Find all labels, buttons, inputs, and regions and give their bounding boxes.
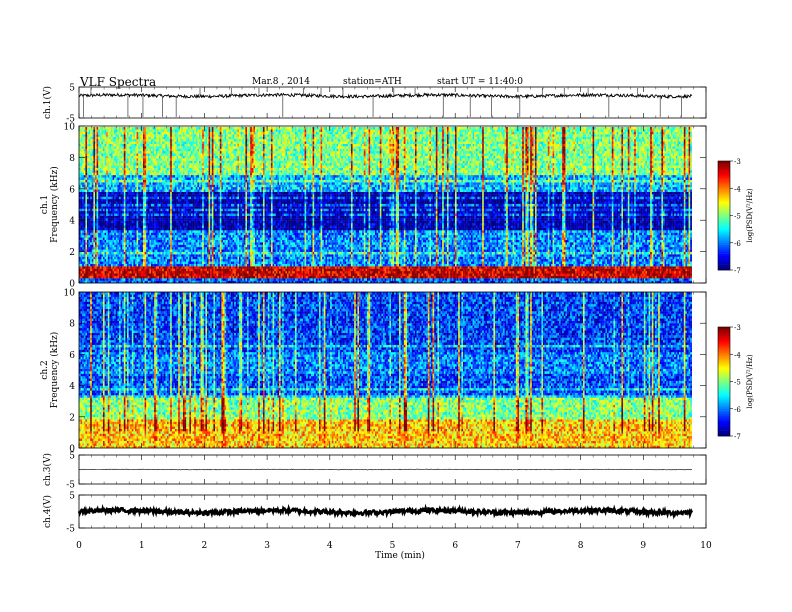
colorbar-tick-label: -4 [734, 351, 741, 359]
ch1spec-colorbar: -3 -4 -5 -6 -7 log(PSD(V²/Hz) [718, 158, 754, 275]
xtick-label: 10 [700, 541, 712, 551]
ch1spec-channel-label: ch.1 [40, 195, 50, 214]
xtick-label: 0 [76, 541, 82, 551]
xtick-label: 9 [640, 541, 646, 551]
ytick-label: 2 [69, 248, 75, 258]
colorbar-tick-label: -6 [734, 240, 741, 248]
ytick-label: 2 [69, 413, 75, 423]
ytick-label: 4 [69, 217, 75, 227]
colorbar-tick-label: -4 [734, 185, 741, 193]
ch2spec-colorbar: -3 -4 -5 -6 -7 log(PSD(V²/Hz) [718, 324, 754, 441]
xtick-label: 6 [452, 541, 458, 551]
colorbar-tick-label: -6 [734, 406, 741, 414]
ytick-label: 4 [69, 382, 75, 392]
ytick-label: 10 [64, 123, 76, 133]
ch2spec-channel-label: ch.2 [40, 360, 50, 379]
colorbar-tick-label: -3 [734, 324, 741, 332]
ytick-label: 8 [69, 154, 75, 164]
ytick-label: 5 [69, 492, 75, 502]
ch3-ylabel: ch.3(V) [42, 453, 53, 486]
xtick-label: 1 [139, 541, 145, 551]
xtick-label: 3 [264, 541, 270, 551]
colorbar-label: log(PSD(V²/Hz) [746, 188, 754, 243]
station-label: station=ATH [343, 77, 402, 87]
colorbar-tick-label: -7 [734, 267, 741, 275]
xtick-label: 7 [515, 541, 521, 551]
start-time-label: start UT = 11:40:0 [437, 77, 523, 87]
ytick-label: 5 [69, 452, 75, 462]
xtick-label: 2 [202, 541, 208, 551]
panel-ch1: 5-5ch.1(V) [42, 84, 706, 125]
ch2spec-image [79, 292, 692, 448]
x-axis-label: Time (min) [375, 550, 425, 561]
ytick-label: -5 [66, 481, 75, 491]
ytick-label: 6 [69, 185, 75, 195]
date-label: Mar.8 , 2014 [252, 77, 310, 87]
xtick-label: 8 [578, 541, 584, 551]
ch1spec-ylabel: Frequency (kHz) [49, 166, 60, 243]
colorbar-label: log(PSD(V²/Hz) [746, 354, 754, 409]
ch3-trace [79, 469, 692, 470]
panel-ch3: 5 -5 ch.3(V) [42, 452, 706, 491]
ch1-ylabel: ch.1(V) [42, 86, 53, 119]
ch1-trace [79, 93, 692, 98]
vlf-spectra-figure: VLF Spectra Mar.8 , 2014 station=ATH sta… [0, 0, 792, 612]
ytick-label: 8 [69, 320, 75, 330]
ytick-label: 10 [64, 289, 76, 299]
ytick-label: 6 [69, 351, 75, 361]
xtick-label: 5 [390, 541, 396, 551]
colorbar-tick-label: -3 [734, 158, 741, 166]
ch4-trace [79, 508, 692, 515]
xtick-label: 4 [327, 541, 333, 551]
ytick-label: 5 [69, 84, 75, 94]
ch1spec-image [79, 127, 692, 283]
colorbar-tick-label: -7 [734, 433, 741, 441]
x-axis-ticks: 0 1 2 3 4 5 6 7 8 9 10 [76, 541, 712, 551]
ch4-ylabel: ch.4(V) [42, 495, 53, 528]
panel-ch4: 5 -5 ch.4(V) [42, 492, 706, 535]
colorbar-tick-label: -5 [734, 379, 741, 387]
colorbar-tick-label: -5 [734, 213, 741, 221]
ytick-label: -5 [66, 525, 75, 535]
ch2spec-ylabel: Frequency (kHz) [49, 332, 60, 409]
